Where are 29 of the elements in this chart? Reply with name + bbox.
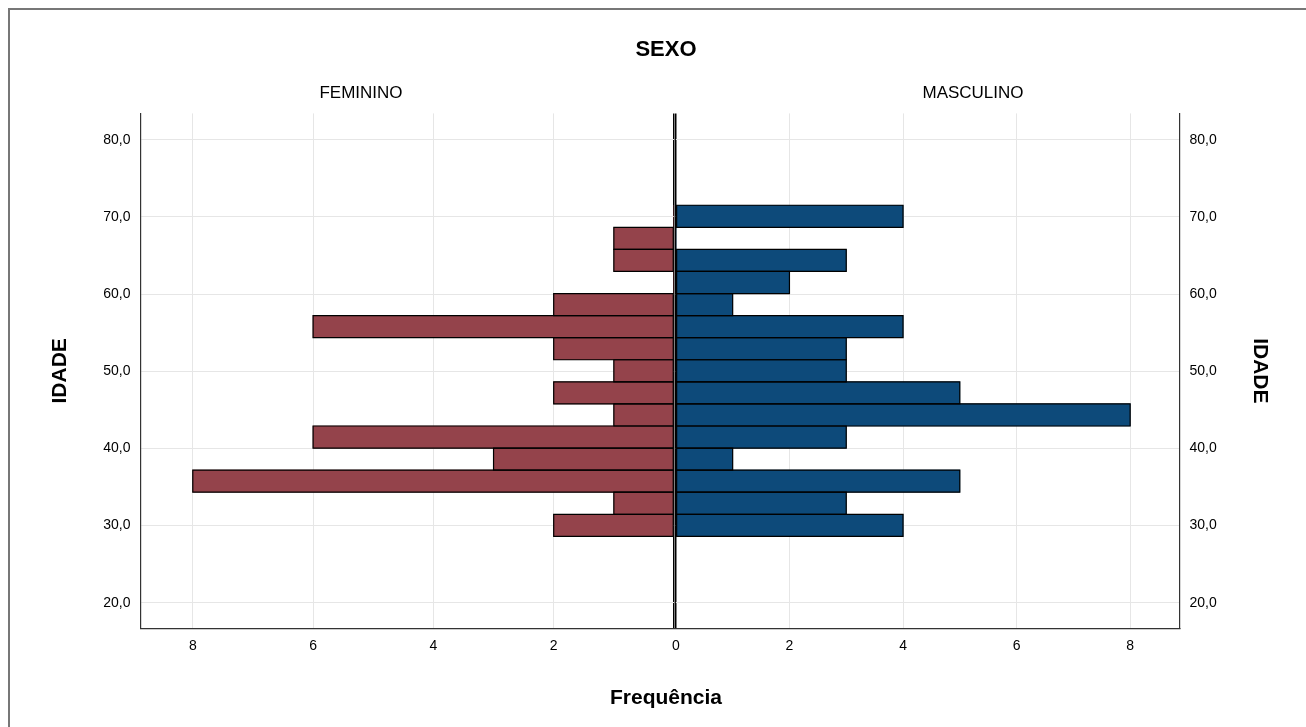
y-tick-label: 20,0 xyxy=(1189,593,1218,610)
chart-subtitle: MASCULINO xyxy=(922,82,1024,102)
chart-subtitle: FEMININO xyxy=(319,82,403,102)
y-axis-title: IDADE xyxy=(47,338,71,404)
y-axis-title: IDADE xyxy=(1249,338,1273,404)
x-tick-label: 6 xyxy=(309,637,318,654)
x-tick-label: 4 xyxy=(429,637,438,654)
y-tick-label: 30,0 xyxy=(103,516,131,533)
y-tick-label: 40,0 xyxy=(103,439,131,456)
y-tick-label: 70,0 xyxy=(1189,207,1218,224)
y-tick-label: 80,0 xyxy=(1189,130,1218,147)
y-tick-label: 20,0 xyxy=(103,593,131,610)
x-tick-label: 6 xyxy=(1012,637,1021,654)
y-tick-label: 50,0 xyxy=(1189,362,1218,379)
x-tick-label: 2 xyxy=(785,637,794,654)
y-tick-label: 60,0 xyxy=(1189,284,1218,301)
x-tick-label: 4 xyxy=(899,637,908,654)
y-tick-label: 80,0 xyxy=(103,130,131,147)
y-tick-label: 30,0 xyxy=(1189,516,1218,533)
x-axis-title: Frequência xyxy=(608,685,723,709)
y-tick-label: 60,0 xyxy=(103,284,131,301)
x-tick-label: 2 xyxy=(549,637,558,654)
x-tick-label: 8 xyxy=(1126,637,1135,654)
x-tick-label: 0 xyxy=(671,637,680,654)
y-tick-label: 70,0 xyxy=(103,207,131,224)
chart-title: SEXO xyxy=(634,36,698,62)
y-tick-label: 50,0 xyxy=(103,362,131,379)
y-tick-label: 40,0 xyxy=(1189,439,1218,456)
x-tick-label: 8 xyxy=(188,637,197,654)
